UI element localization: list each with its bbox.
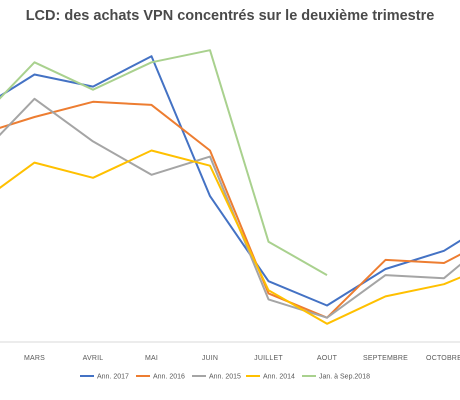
legend-label: Ann. 2016 <box>153 374 185 381</box>
legend-label: Ann. 2014 <box>263 374 295 381</box>
series-line-ann-2017 <box>0 55 460 307</box>
x-tick-label: AOUT <box>317 355 338 362</box>
legend-label: Jan. à Sep.2018 <box>319 374 370 381</box>
legend-label: Ann. 2017 <box>97 374 129 381</box>
x-tick-label: JUILLET <box>254 355 283 362</box>
legend-label: Ann. 2015 <box>209 374 241 381</box>
x-tick-labels: MARS AVRIL MAI JUIN JUILLET AOUT SEPTEMBRE OCTO… <box>24 355 460 362</box>
x-tick-label: JUIN <box>202 355 218 362</box>
x-tick-label: OCTOBRE <box>426 355 460 362</box>
series-line-jan-sep-2018 <box>0 49 328 276</box>
series-line-ann-2016 <box>0 100 460 319</box>
legend: Ann. 2017 Ann. 2016 Ann. 2015 Ann. 2014 Jan.… <box>80 374 370 381</box>
series-line-ann-2014 <box>0 149 460 325</box>
x-tick-label: AVRIL <box>83 355 104 362</box>
x-tick-label: SEPTEMBRE <box>363 355 408 362</box>
x-tick-label: MAI <box>145 355 158 362</box>
x-tick-label: MARS <box>24 355 45 362</box>
series-layer <box>0 49 460 325</box>
chart-title: LCD: des achats VPN concentrés sur le de… <box>25 8 435 24</box>
